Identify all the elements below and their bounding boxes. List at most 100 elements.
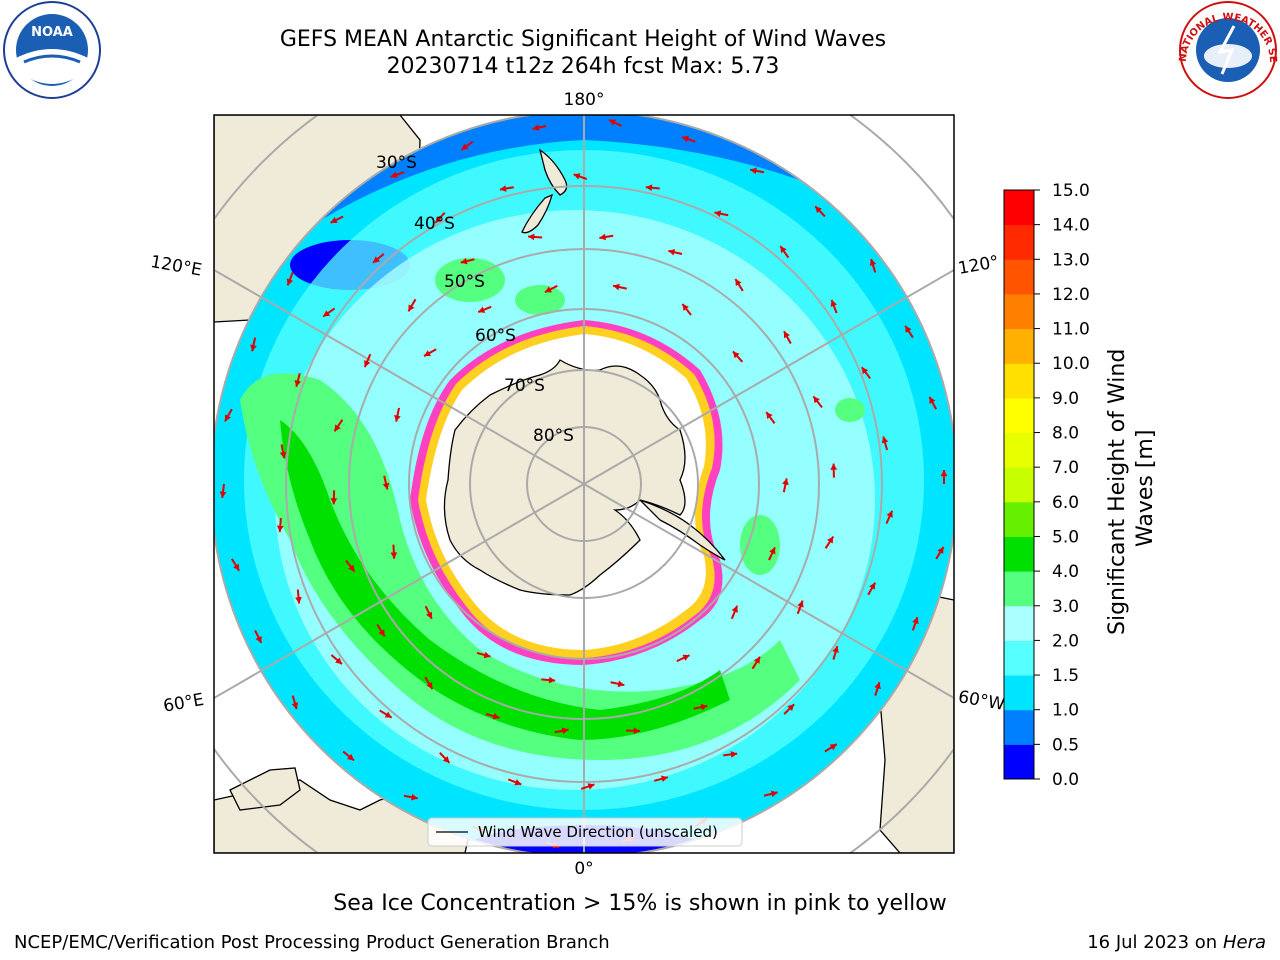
- wave-arrow-head: [411, 793, 418, 801]
- colorbar-tick-label: 10.0: [1052, 354, 1090, 374]
- map-frame: [213, 114, 955, 854]
- colorbar-segment: [1004, 293, 1034, 330]
- wave-arrow-head: [408, 304, 415, 312]
- wave-arrow-head: [492, 712, 500, 720]
- wave-arrow-head: [561, 727, 569, 735]
- colorbar-segment: [1004, 363, 1034, 399]
- wave-arrow-head: [714, 210, 722, 217]
- colorbar-tick-label: 5.0: [1052, 527, 1079, 547]
- colorbar-tick-label: 12.0: [1052, 285, 1090, 305]
- map-area: Wind Wave Direction (unscaled): [214, 115, 954, 853]
- wave-arrow-head: [286, 278, 294, 286]
- parallel-label-80s: 80°S: [533, 426, 574, 446]
- new-zealand-land: [538, 148, 568, 196]
- wave-arrow-head: [587, 783, 595, 790]
- antarctica-land: [443, 359, 686, 596]
- parallel-label-50s: 50°S: [444, 272, 485, 292]
- sea-ice-note: Sea Ice Concentration > 15% is shown in …: [333, 891, 947, 916]
- colorbar-tick-label: 0.5: [1052, 735, 1079, 755]
- wave-arrow-head: [276, 525, 284, 532]
- wave-arrow-head: [426, 682, 433, 690]
- wave-arrow-head: [390, 171, 398, 179]
- wave-arrow-head: [905, 325, 912, 333]
- wave-arrow-head: [750, 167, 757, 175]
- meridian-label-120w: 120°: [957, 252, 1001, 279]
- colorbar-tick-label: 14.0: [1052, 216, 1090, 236]
- wave-arrow-head: [348, 564, 355, 572]
- colorbar-tick-label: 13.0: [1052, 250, 1090, 270]
- wave-arrow-head: [832, 646, 839, 653]
- parallel-label-70s: 70°S: [504, 376, 545, 396]
- wave-arrow-head: [769, 547, 776, 555]
- colorbar-tick-label: 11.0: [1052, 320, 1090, 340]
- wave-arrow-head: [528, 233, 535, 241]
- wave-arrow-head: [478, 306, 486, 313]
- wave-arrow-head: [661, 775, 668, 783]
- wave-arrow-head: [294, 379, 302, 387]
- wave-arrow-head: [861, 367, 869, 375]
- wave-arrow-head: [617, 680, 625, 688]
- wave-arrow-head: [780, 246, 787, 254]
- colorbar-tick-label: 3.0: [1052, 597, 1079, 617]
- wave-arrow-head: [730, 751, 738, 758]
- wave-arrow-head: [378, 629, 385, 637]
- wave-arrow-head: [912, 617, 919, 625]
- wave-arrow-head: [423, 350, 431, 357]
- antarctic-peninsula: [639, 499, 726, 561]
- footer-date-text: 16 Jul 2023 on: [1087, 932, 1218, 953]
- wave-arrow-head: [548, 676, 556, 684]
- wave-arrow-head: [250, 344, 257, 352]
- colorbar-label-line1: Significant Height of Wind: [1105, 349, 1130, 635]
- colorbar-segment: [1004, 432, 1034, 468]
- wave-arrow-head: [735, 279, 742, 287]
- wave-arrow-head: [573, 173, 581, 180]
- wave-arrow-head: [330, 216, 338, 223]
- colorbar-segment: [1004, 259, 1034, 295]
- wave-arrow-head: [544, 286, 552, 293]
- footer-host: Hera: [1222, 932, 1266, 953]
- colorbar-tick-label: 7.0: [1052, 458, 1079, 478]
- colorbar-segment: [1004, 328, 1034, 364]
- meridian-label-0: 0°: [574, 859, 593, 879]
- wave-arrow-head: [291, 702, 299, 710]
- arrow-legend: Wind Wave Direction (unscaled): [427, 817, 743, 847]
- colorbar-tick-label: 6.0: [1052, 493, 1079, 513]
- colorbar-tick-label: 1.0: [1052, 701, 1079, 721]
- wave-arrow-head: [394, 414, 401, 422]
- wave-arrow-head: [442, 756, 450, 763]
- chart-subtitle: 20230714 t12z 264h fcst Max: 5.73: [386, 54, 780, 79]
- wave-arrow-head: [797, 600, 804, 608]
- wave-arrow-head: [787, 704, 795, 712]
- colorbar-tick-label: 0.0: [1052, 770, 1079, 790]
- nws-logo: NATIONAL WEATHER SERVICE: [0, 0, 1278, 99]
- wave-arrow-head: [233, 563, 240, 571]
- new-zealand-south-land: [521, 193, 553, 234]
- wave-arrow-head: [599, 233, 607, 241]
- noaa-logo-text: NOAA: [31, 25, 73, 40]
- wave-arrow-head: [881, 436, 889, 444]
- wave-arrow-head: [335, 657, 343, 665]
- wave-arrow-head: [869, 582, 876, 590]
- colorbar-segment: [1004, 709, 1034, 745]
- wave-arrow-head: [732, 351, 740, 359]
- colorbar-segment: [1004, 640, 1034, 676]
- wave-arrow-head: [426, 611, 433, 619]
- colorbar-tick-label: 9.0: [1052, 389, 1079, 409]
- colorbar-tick-label: 2.0: [1052, 631, 1079, 651]
- wave-arrow-head: [829, 744, 837, 751]
- wave-arrow-head: [514, 779, 522, 786]
- wave-arrow-head: [766, 412, 773, 420]
- wave-arrow-head: [940, 470, 948, 477]
- wave-arrow-head: [681, 135, 689, 143]
- wave-arrow-head: [499, 185, 507, 192]
- wave-arrow-head: [827, 536, 834, 544]
- wave-arrow-head: [384, 711, 392, 718]
- wave-arrow-head: [334, 424, 341, 432]
- noaa-logo: NOAA: [3, 1, 101, 99]
- wave-arrow-head: [783, 331, 790, 339]
- wave-arrow-head: [613, 283, 620, 291]
- colorbar-segment: [1004, 501, 1034, 537]
- madagascar-land: [229, 767, 301, 811]
- colorbar-segment: [1004, 190, 1034, 226]
- colorbar-tick-label: 15.0: [1052, 181, 1090, 201]
